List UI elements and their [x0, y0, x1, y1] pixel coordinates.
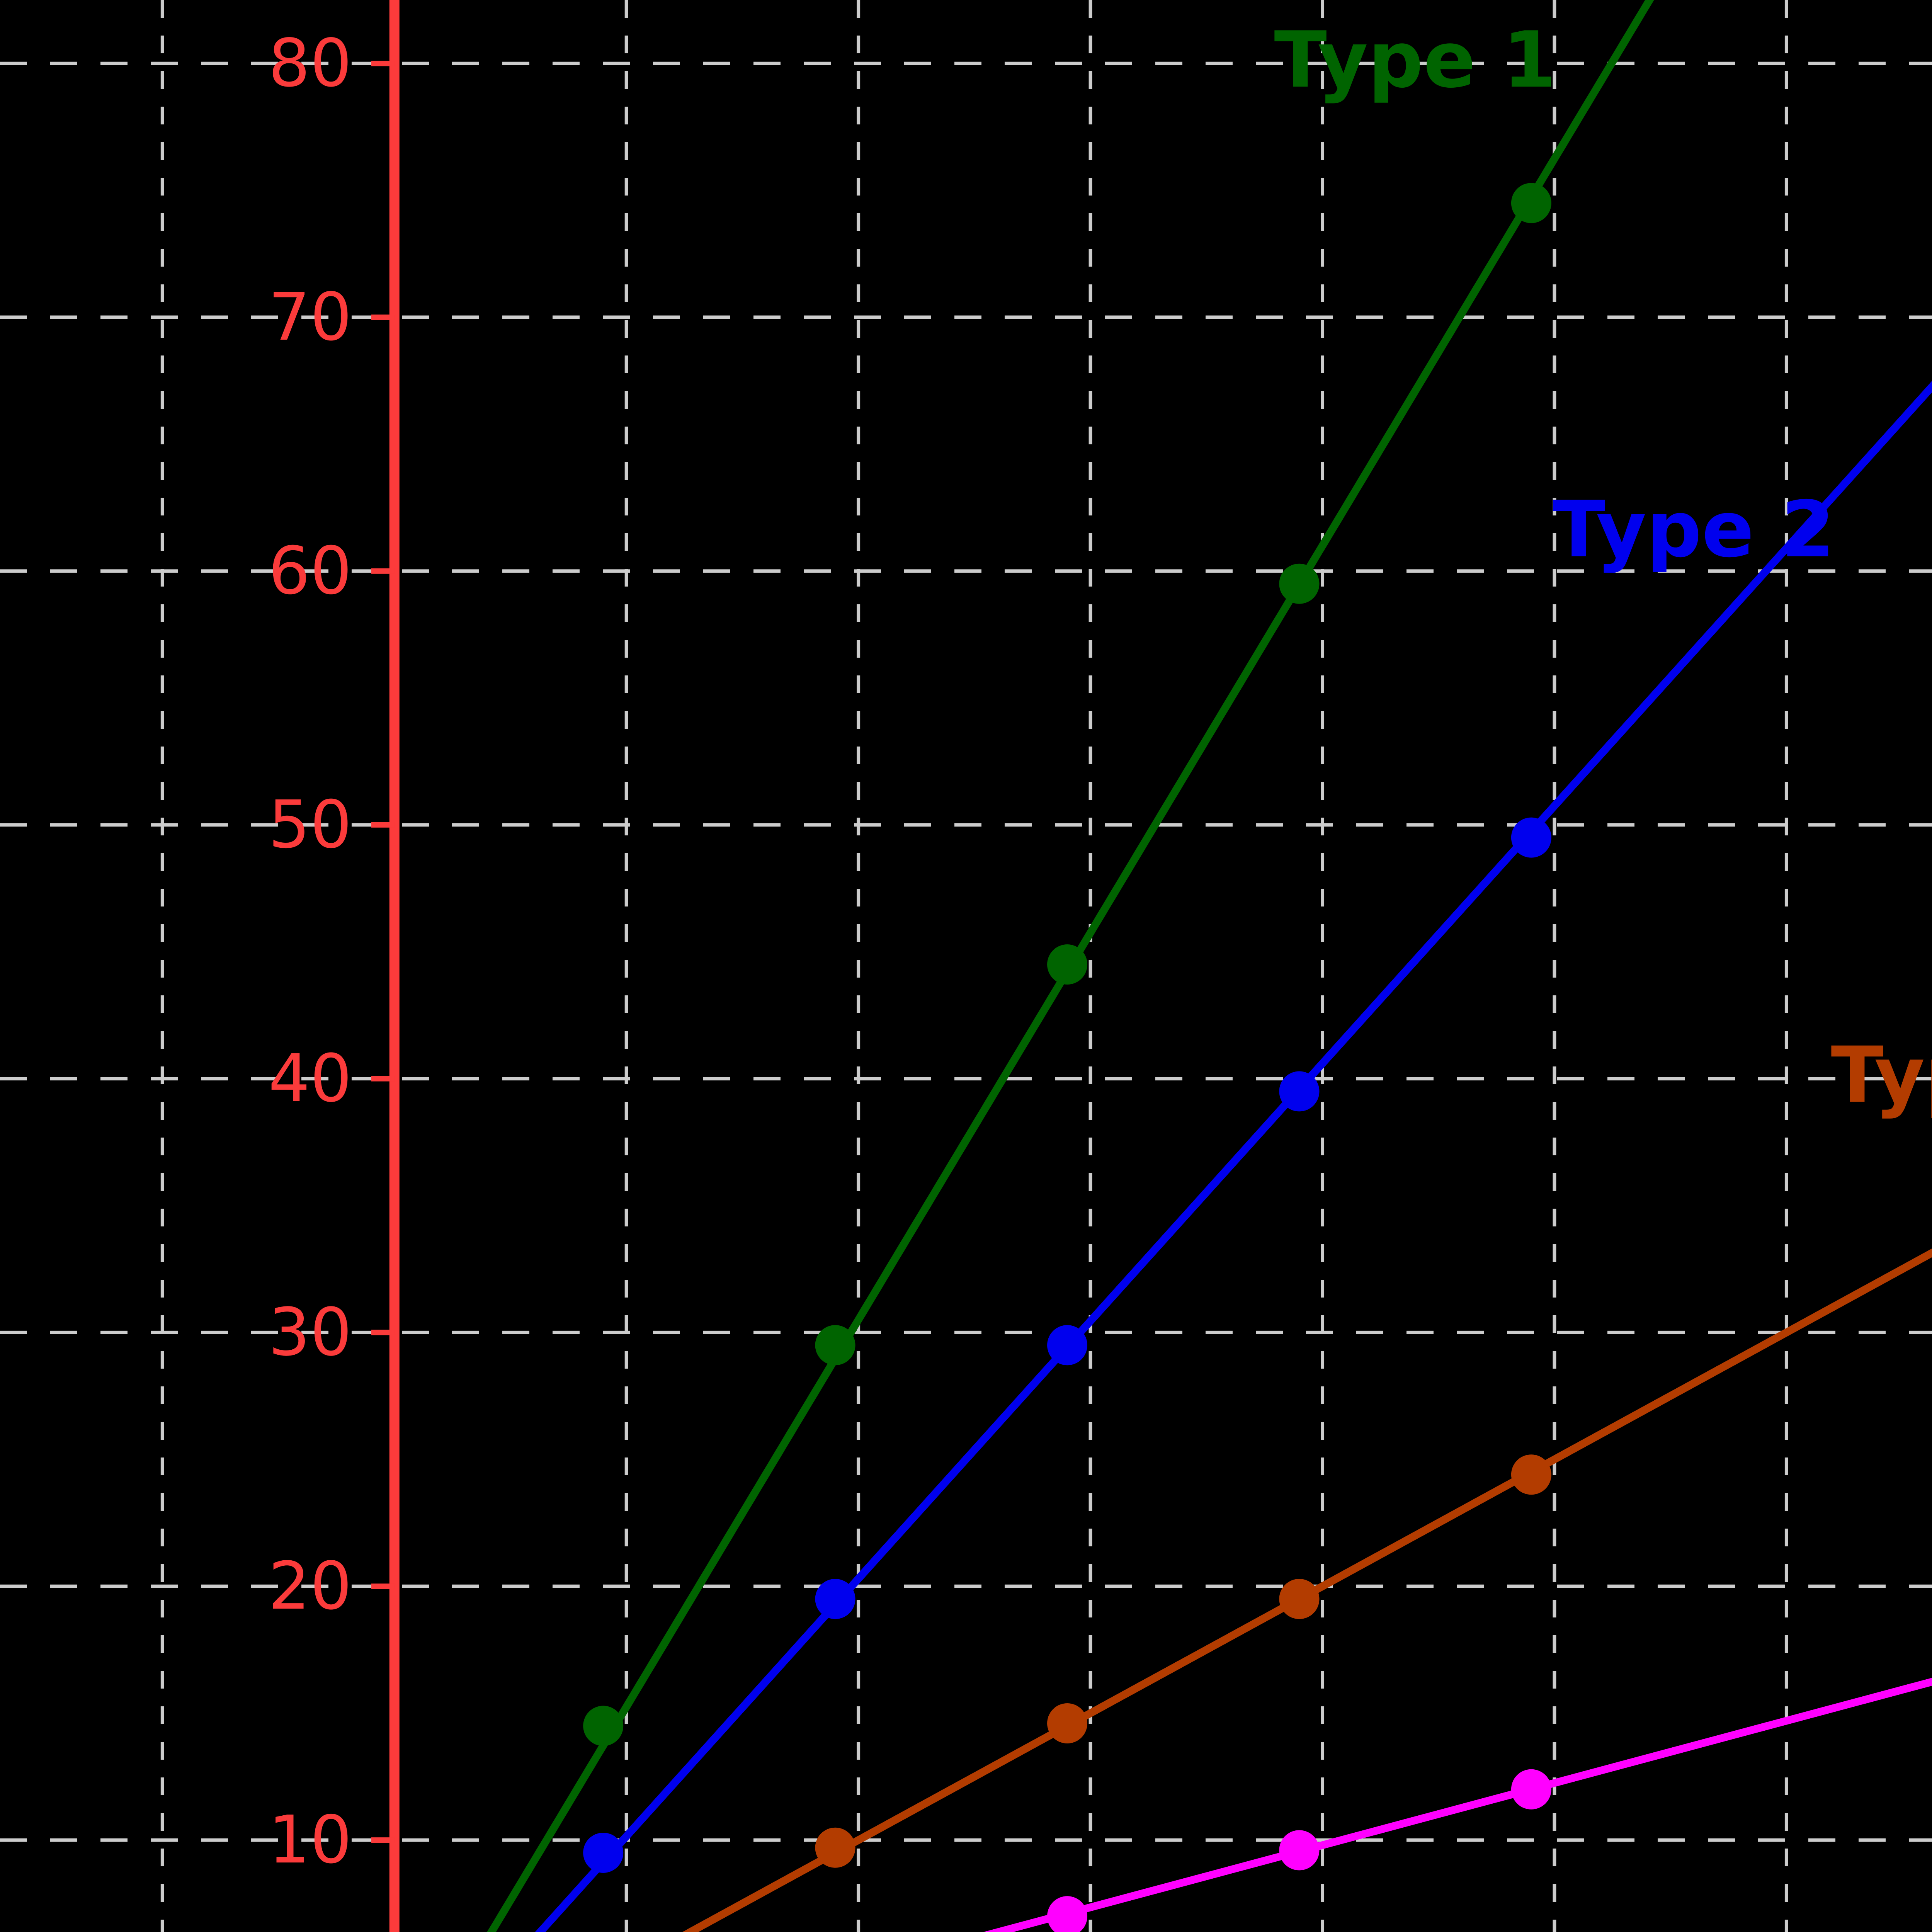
series-label-2: Type 2	[1553, 485, 1835, 575]
y-tick-label: 70	[268, 279, 352, 355]
y-tick-label: 60	[268, 533, 352, 609]
data-point-marker	[1511, 817, 1551, 858]
data-point-marker	[583, 1706, 624, 1746]
y-tick-label: 10	[268, 1802, 352, 1878]
data-point-marker	[1511, 1769, 1551, 1810]
data-point-marker	[815, 1827, 855, 1868]
series-label-3: Type 3	[1831, 1031, 1932, 1121]
data-point-marker	[1047, 1325, 1088, 1366]
y-tick-label: 50	[268, 787, 352, 863]
data-point-marker	[1511, 1454, 1551, 1495]
data-point-marker	[1511, 183, 1551, 223]
y-axis-tick-labels: 01020304050607080	[268, 25, 352, 1878]
y-tick-label: 40	[268, 1041, 352, 1117]
series-label-1: Type 1	[1274, 15, 1556, 105]
data-point-marker	[1047, 1896, 1088, 1932]
series-markers	[583, 183, 1551, 1932]
data-point-marker	[1279, 563, 1320, 604]
data-point-marker	[1047, 1703, 1088, 1743]
axis-ticks	[371, 61, 395, 1843]
data-point-marker	[815, 1579, 855, 1619]
data-point-marker	[815, 1325, 855, 1366]
data-point-marker	[1279, 1579, 1320, 1619]
data-point-marker	[583, 1832, 624, 1873]
data-point-marker	[1279, 1830, 1320, 1871]
y-tick-label: 80	[268, 25, 352, 102]
y-tick-label: 20	[268, 1548, 352, 1624]
data-point-marker	[1279, 1071, 1320, 1112]
vertical-gridlines	[160, 0, 1788, 1932]
y-tick-label: 30	[268, 1294, 352, 1371]
data-point-marker	[1047, 944, 1088, 985]
